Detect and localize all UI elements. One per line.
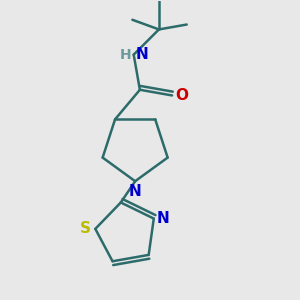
Text: O: O	[175, 88, 188, 103]
Text: N: N	[157, 211, 169, 226]
Text: N: N	[129, 184, 142, 199]
Text: N: N	[135, 47, 148, 62]
Text: S: S	[80, 221, 91, 236]
Text: H: H	[120, 48, 131, 62]
